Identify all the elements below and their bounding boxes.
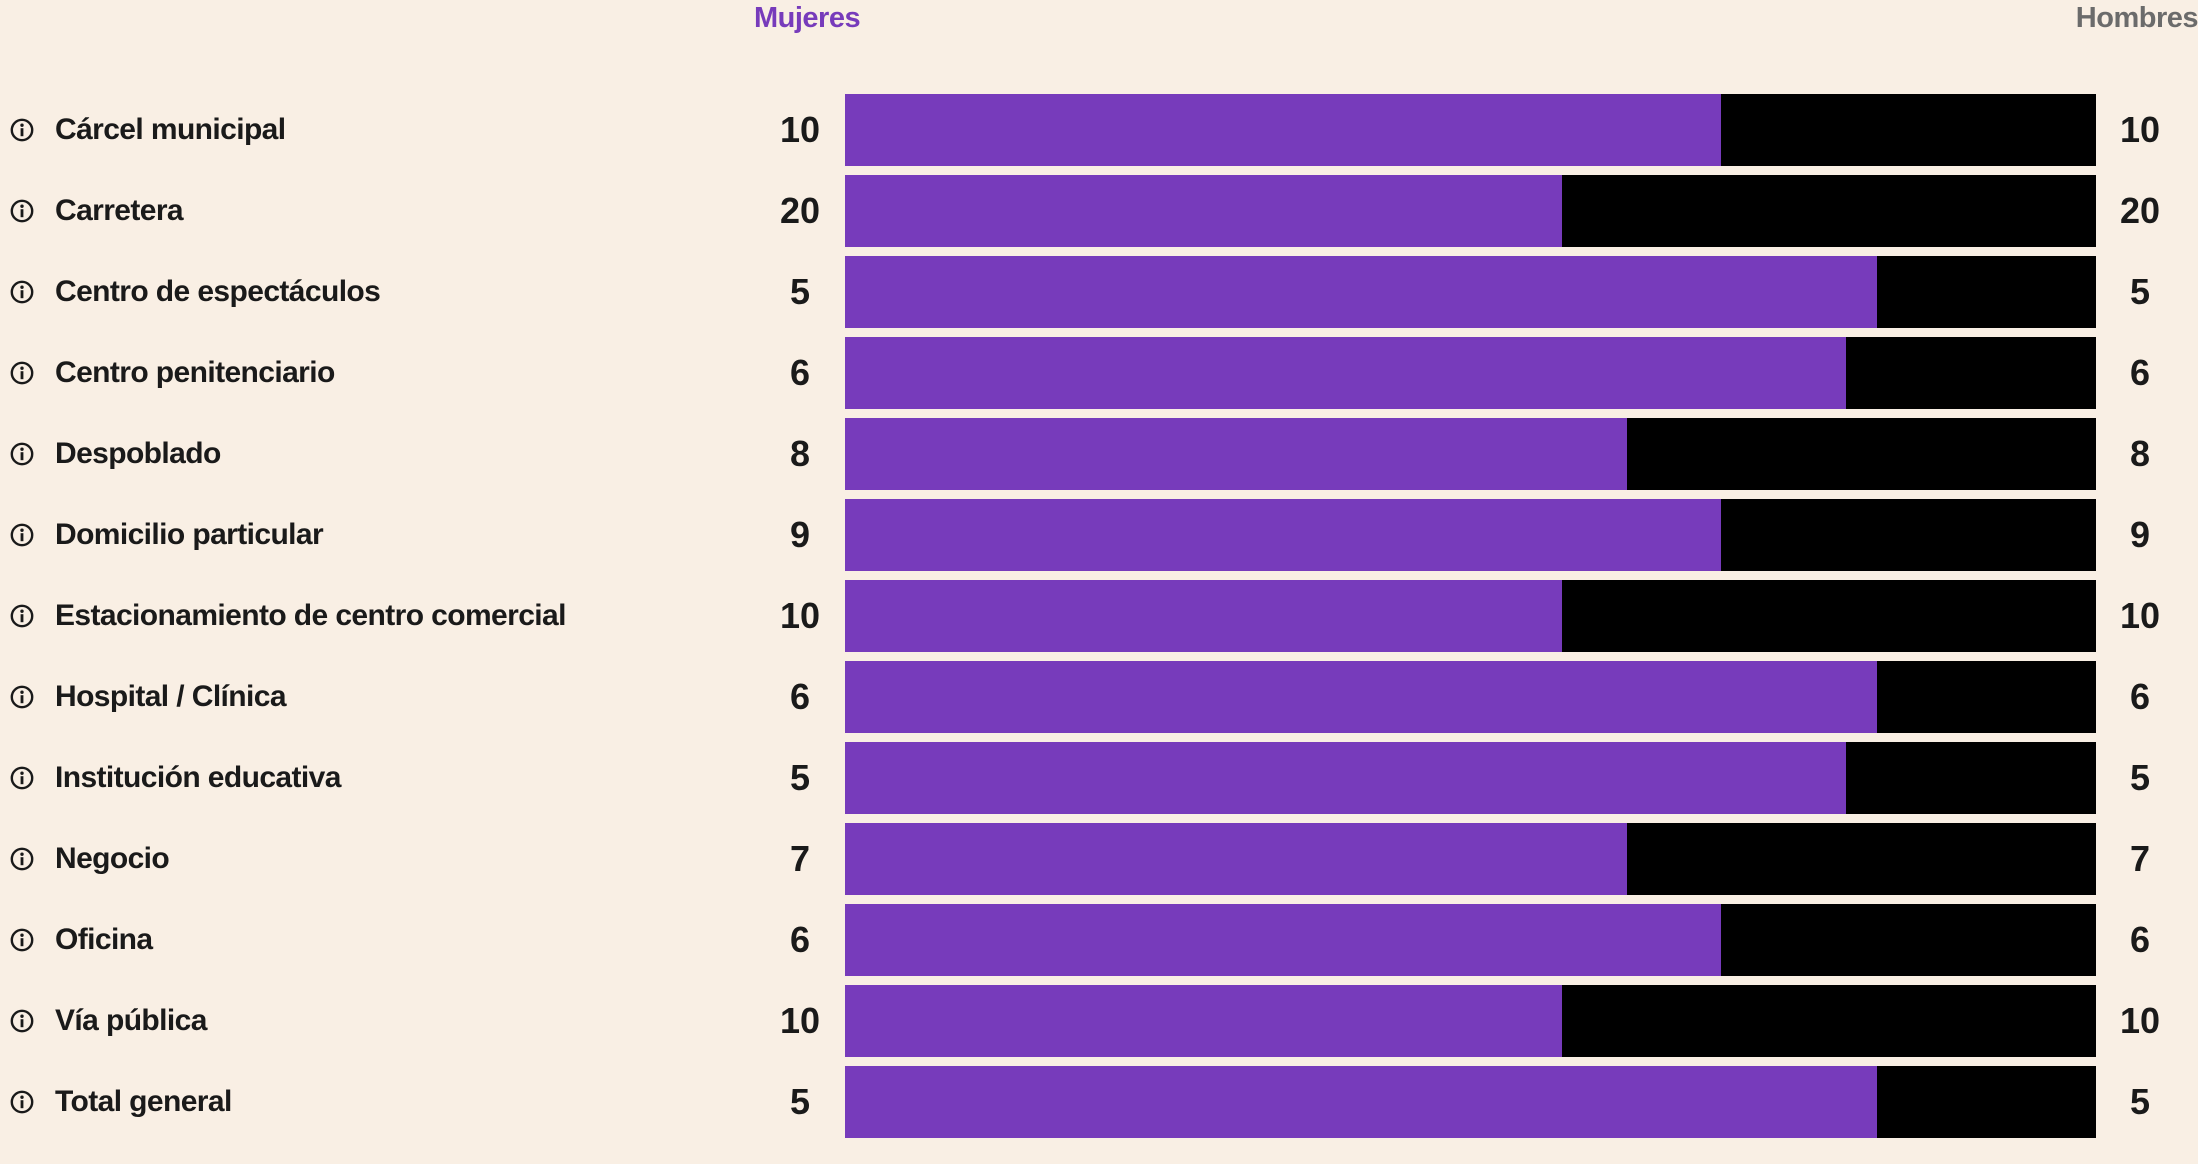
hombres-bar-segment: [845, 985, 2096, 1057]
category-label: Institución educativa: [55, 761, 341, 794]
info-icon[interactable]: [10, 442, 34, 466]
hombres-bar-segment: [845, 499, 2096, 571]
chart-row-despoblado: Despoblado 8 8: [0, 418, 2198, 490]
chart-row-domicilio-particular: Domicilio particular 9 9: [0, 499, 2198, 571]
chart-row-carretera: Carretera 20 20: [0, 175, 2198, 247]
hombres-bar-segment: [845, 580, 2096, 652]
hombres-value-label: 10: [2119, 595, 2161, 636]
hombres-value-label: 10: [2119, 109, 2161, 150]
hombres-value-label: 7: [2129, 838, 2151, 879]
info-icon[interactable]: [10, 361, 34, 385]
hombres-value-label: 6: [2129, 919, 2151, 960]
mujeres-value-label: 6: [789, 352, 811, 393]
mujeres-value-label: 9: [789, 514, 811, 555]
mujeres-value-label: 5: [789, 271, 811, 312]
hombres-bar-segment: [845, 418, 2096, 490]
hombres-bar-segment: [845, 175, 2096, 247]
category-label: Centro de espectáculos: [55, 275, 381, 308]
mujeres-value-label: 5: [789, 757, 811, 798]
hombres-value-label: 10: [2119, 1000, 2161, 1041]
info-icon[interactable]: [10, 766, 34, 790]
category-label: Estacionamiento de centro comercial: [55, 599, 566, 632]
mujeres-bar-segment: [845, 418, 1627, 490]
chart-row-estacionamiento-de-centro-comercial: Estacionamiento de centro comercial 10 10: [0, 580, 2198, 652]
hombres-value-label: 9: [2129, 514, 2151, 555]
chart-row-institucion-educativa: Institución educativa 5 5: [0, 742, 2198, 814]
mujeres-bar-segment: [845, 661, 1878, 733]
mujeres-bar-segment: [845, 175, 1562, 247]
category-label: Vía pública: [55, 1004, 207, 1037]
hombres-bar-segment: [845, 256, 2096, 328]
hombres-bar-segment: [845, 94, 2096, 166]
category-label: Despoblado: [55, 437, 221, 470]
info-icon[interactable]: [10, 1090, 34, 1114]
info-icon[interactable]: [10, 928, 34, 952]
mujeres-value-label: 10: [779, 1000, 821, 1041]
hombres-bar-segment: [845, 742, 2096, 814]
category-label: Oficina: [55, 923, 153, 956]
legend-hombres: Hombres: [2075, 2, 2198, 34]
hombres-value-label: 5: [2129, 1081, 2151, 1122]
info-icon[interactable]: [10, 847, 34, 871]
mujeres-bar-segment: [845, 742, 1846, 814]
info-icon[interactable]: [10, 604, 34, 628]
hombres-bar-segment: [845, 661, 2096, 733]
category-label: Cárcel municipal: [55, 113, 286, 146]
info-icon[interactable]: [10, 523, 34, 547]
mujeres-value-label: 8: [789, 433, 811, 474]
legend-mujeres: Mujeres: [754, 2, 861, 34]
hombres-value-label: 20: [2119, 190, 2161, 231]
info-icon[interactable]: [10, 685, 34, 709]
chart-row-oficina: Oficina 6 6: [0, 904, 2198, 976]
category-label: Domicilio particular: [55, 518, 324, 551]
category-label: Negocio: [55, 842, 170, 875]
mujeres-value-label: 10: [779, 109, 821, 150]
mujeres-value-label: 20: [779, 190, 821, 231]
hombres-bar-segment: [845, 1066, 2096, 1138]
hombres-value-label: 6: [2129, 676, 2151, 717]
category-label: Centro penitenciario: [55, 356, 335, 389]
chart-row-centro-de-espectaculos: Centro de espectáculos 5 5: [0, 256, 2198, 328]
hombres-value-label: 6: [2129, 352, 2151, 393]
mujeres-bar-segment: [845, 904, 1721, 976]
mujeres-value-label: 6: [789, 676, 811, 717]
info-icon[interactable]: [10, 199, 34, 223]
mujeres-bar-segment: [845, 1066, 1878, 1138]
chart-row-carcel-municipal: Cárcel municipal 10 10: [0, 94, 2198, 166]
info-icon[interactable]: [10, 118, 34, 142]
mujeres-bar-segment: [845, 823, 1627, 895]
mujeres-value-label: 10: [779, 595, 821, 636]
chart-row-negocio: Negocio 7 7: [0, 823, 2198, 895]
mujeres-bar-segment: [845, 499, 1721, 571]
category-label: Hospital / Clínica: [55, 680, 287, 713]
mujeres-bar-segment: [845, 94, 1721, 166]
category-label: Total general: [55, 1085, 232, 1118]
chart-row-hospital-clinica: Hospital / Clínica 6 6: [0, 661, 2198, 733]
info-icon[interactable]: [10, 1009, 34, 1033]
mujeres-bar-segment: [845, 337, 1846, 409]
category-label: Carretera: [55, 194, 184, 227]
chart-row-via-publica: Vía pública 10 10: [0, 985, 2198, 1057]
hombres-value-label: 8: [2129, 433, 2151, 474]
info-icon[interactable]: [10, 280, 34, 304]
hombres-bar-segment: [845, 904, 2096, 976]
mujeres-value-label: 6: [789, 919, 811, 960]
mujeres-value-label: 5: [789, 1081, 811, 1122]
chart-row-total-general: Total general 5 5: [0, 1066, 2198, 1138]
hombres-bar-segment: [845, 337, 2096, 409]
mujeres-bar-segment: [845, 580, 1562, 652]
mujeres-value-label: 7: [789, 838, 811, 879]
chart-row-centro-penitenciario: Centro penitenciario 6 6: [0, 337, 2198, 409]
hombres-bar-segment: [845, 823, 2096, 895]
hombres-value-label: 5: [2129, 757, 2151, 798]
mujeres-bar-segment: [845, 985, 1562, 1057]
mujeres-bar-segment: [845, 256, 1878, 328]
hombres-value-label: 5: [2129, 271, 2151, 312]
